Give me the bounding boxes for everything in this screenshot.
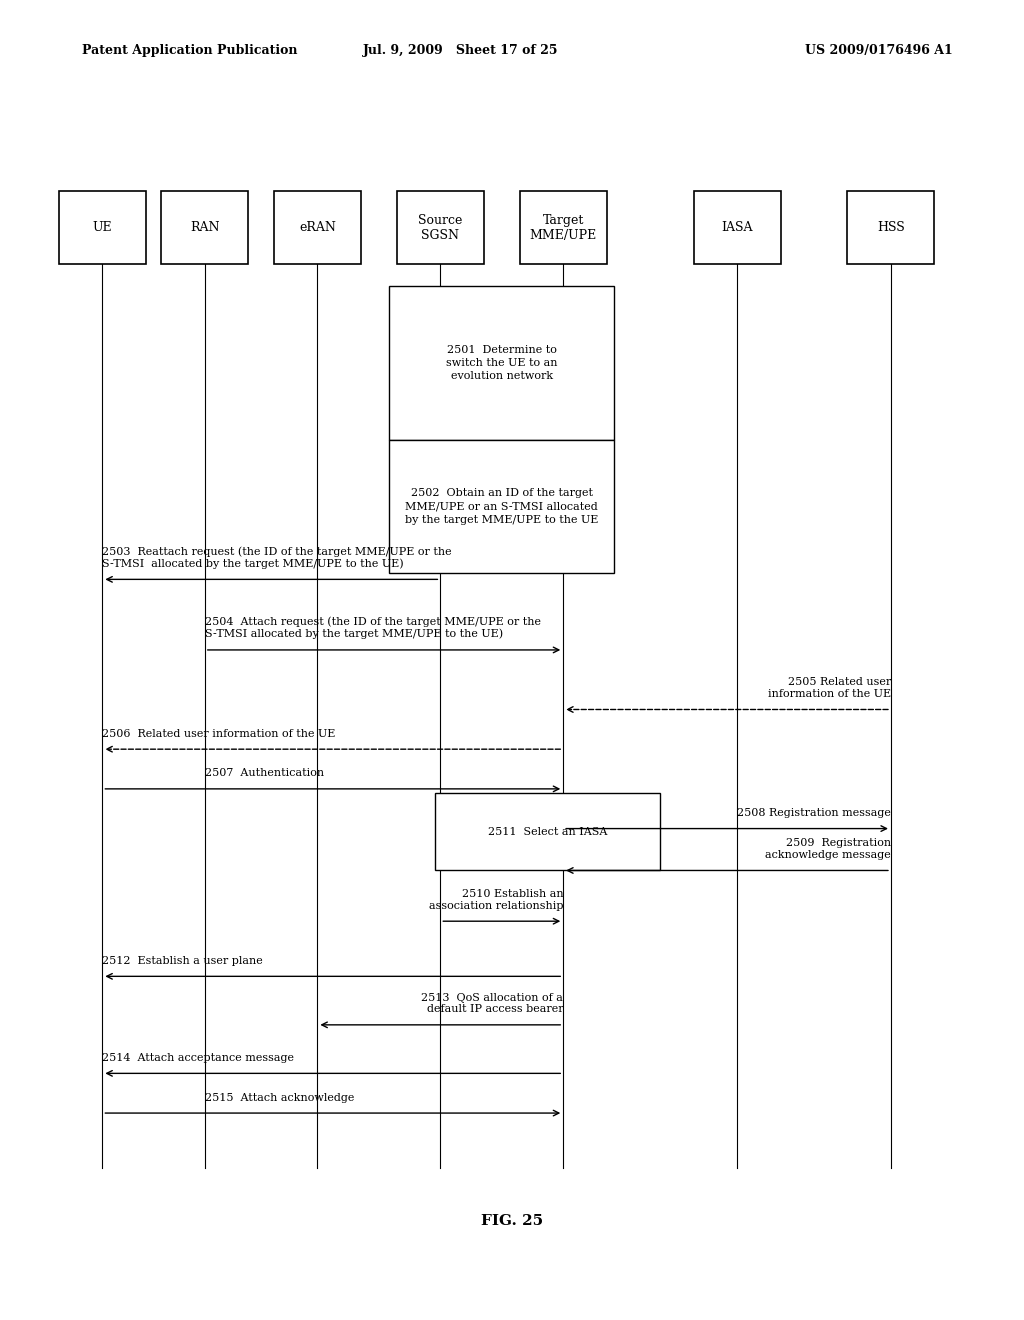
Text: UE: UE (92, 222, 113, 234)
Text: 2513  QoS allocation of a
default IP access bearer: 2513 QoS allocation of a default IP acce… (421, 993, 563, 1014)
FancyBboxPatch shape (59, 191, 146, 264)
Text: FIG. 25: FIG. 25 (481, 1214, 543, 1228)
FancyBboxPatch shape (389, 441, 614, 573)
FancyBboxPatch shape (274, 191, 361, 264)
FancyBboxPatch shape (389, 286, 614, 441)
Text: Target
MME/UPE: Target MME/UPE (529, 214, 597, 242)
Text: 2508 Registration message: 2508 Registration message (737, 808, 891, 818)
FancyBboxPatch shape (848, 191, 934, 264)
FancyBboxPatch shape (435, 793, 660, 870)
Text: US 2009/0176496 A1: US 2009/0176496 A1 (805, 44, 952, 57)
Text: RAN: RAN (190, 222, 219, 234)
Text: 2502  Obtain an ID of the target
MME/UPE or an S-TMSI allocated
by the target MM: 2502 Obtain an ID of the target MME/UPE … (406, 488, 598, 525)
Text: Source
SGSN: Source SGSN (418, 214, 463, 242)
Text: Jul. 9, 2009   Sheet 17 of 25: Jul. 9, 2009 Sheet 17 of 25 (364, 44, 558, 57)
Text: 2515  Attach acknowledge: 2515 Attach acknowledge (205, 1093, 354, 1102)
FancyBboxPatch shape (162, 191, 248, 264)
Text: 2507  Authentication: 2507 Authentication (205, 768, 324, 779)
Text: 2509  Registration
acknowledge message: 2509 Registration acknowledge message (765, 838, 891, 859)
Text: Patent Application Publication: Patent Application Publication (82, 44, 297, 57)
Text: IASA: IASA (722, 222, 753, 234)
FancyBboxPatch shape (520, 191, 606, 264)
Text: 2501  Determine to
switch the UE to an
evolution network: 2501 Determine to switch the UE to an ev… (446, 345, 557, 381)
Text: 2514  Attach acceptance message: 2514 Attach acceptance message (102, 1053, 295, 1063)
Text: eRAN: eRAN (299, 222, 336, 234)
FancyBboxPatch shape (694, 191, 780, 264)
Text: HSS: HSS (877, 222, 905, 234)
Text: 2504  Attach request (the ID of the target MME/UPE or the
S-TMSI allocated by th: 2504 Attach request (the ID of the targe… (205, 616, 541, 639)
FancyBboxPatch shape (397, 191, 484, 264)
Text: 2512  Establish a user plane: 2512 Establish a user plane (102, 956, 263, 966)
Text: 2505 Related user
information of the UE: 2505 Related user information of the UE (768, 677, 891, 698)
Text: 2503  Reattach request (the ID of the target MME/UPE or the
S-TMSI  allocated by: 2503 Reattach request (the ID of the tar… (102, 546, 452, 569)
Text: 2510 Establish an
association relationship: 2510 Establish an association relationsh… (429, 890, 563, 911)
Text: 2511  Select an IASA: 2511 Select an IASA (488, 826, 607, 837)
Text: 2506  Related user information of the UE: 2506 Related user information of the UE (102, 729, 336, 739)
